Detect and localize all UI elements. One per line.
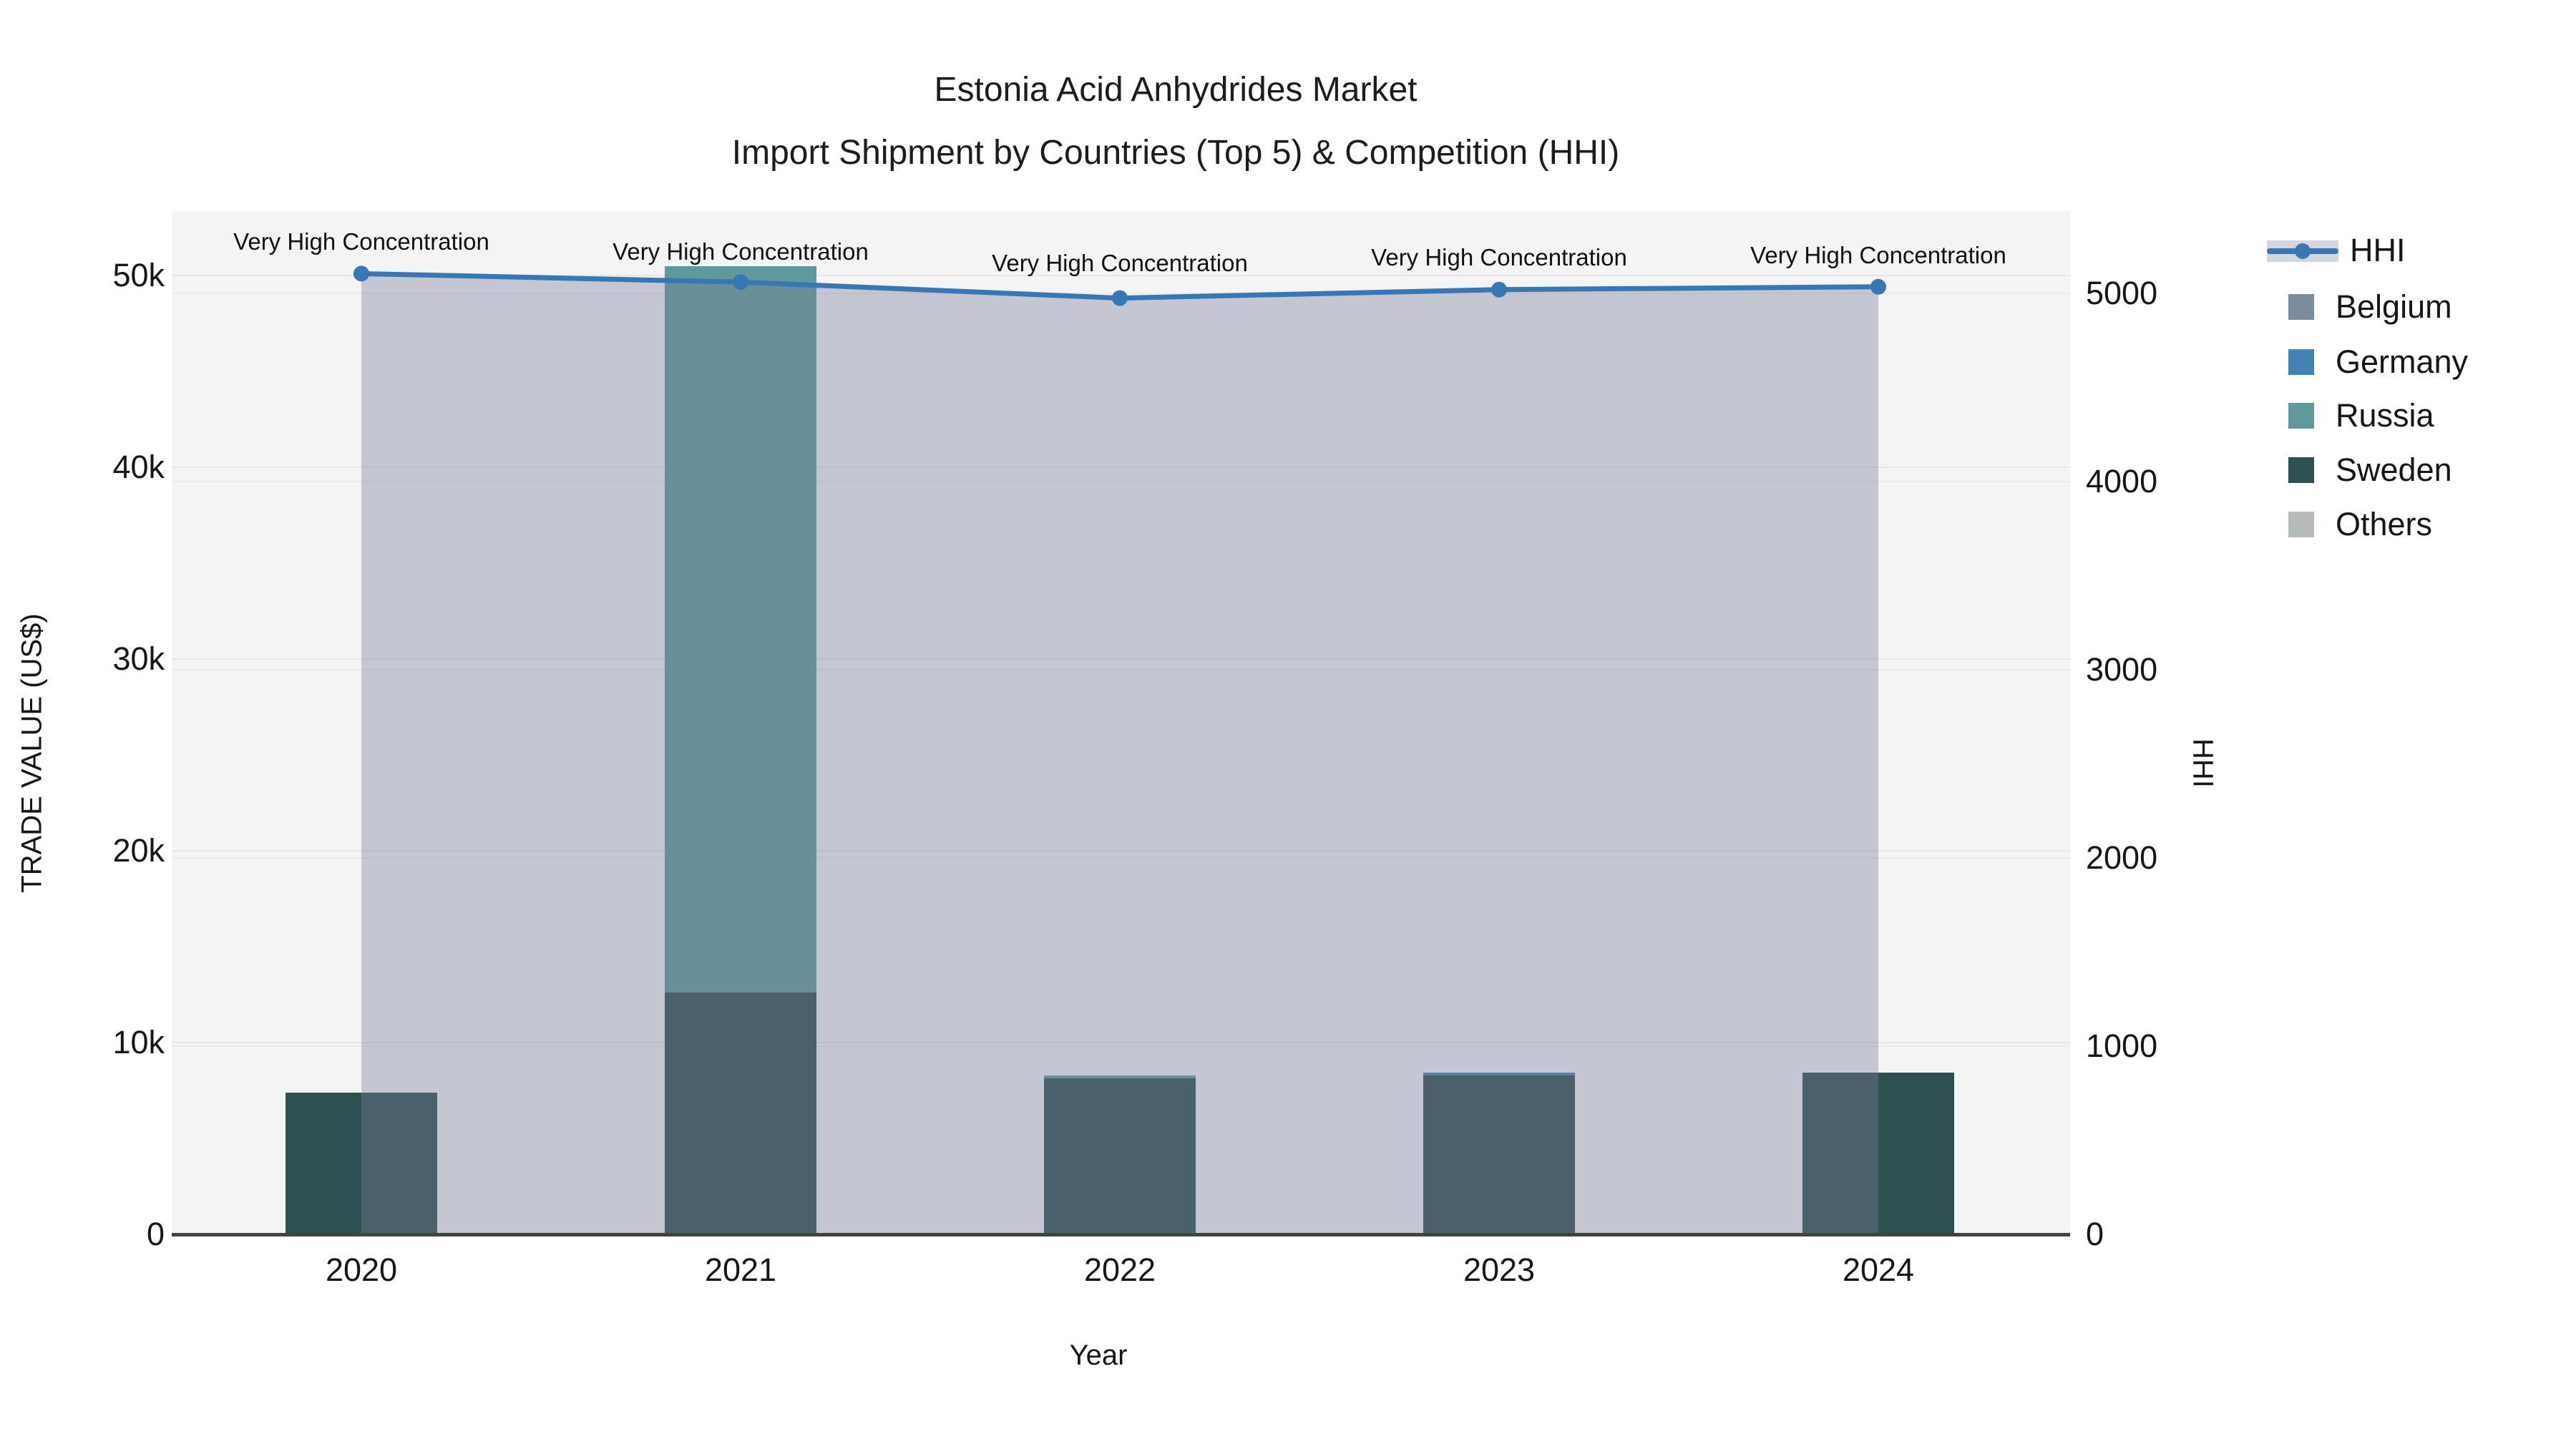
plot-area xyxy=(172,211,2070,1234)
left-axis-title: TRADE VALUE (US$) xyxy=(16,613,48,893)
gridline-right-1000 xyxy=(172,1045,2070,1047)
hhi-svg xyxy=(353,265,1886,1234)
legend-label-hhi: HHI xyxy=(2350,232,2406,268)
legend-label-russia: Russia xyxy=(2336,397,2434,434)
bar-russia-2022[interactable] xyxy=(1044,1075,1196,1079)
x-axis-line xyxy=(172,1233,2070,1236)
bar-russia-2021[interactable] xyxy=(665,265,816,993)
gridline-left-30000 xyxy=(172,658,2070,660)
gridline-left-20000 xyxy=(172,850,2070,852)
hhi-marker-2023[interactable] xyxy=(1491,281,1507,298)
russia-swatch-icon xyxy=(2288,403,2314,429)
gridline-left-50000 xyxy=(172,275,2070,276)
annotation-2022: Very High Concentration xyxy=(992,250,1248,276)
hhi-marker-2022[interactable] xyxy=(1112,290,1128,306)
legend-item-germany[interactable]: Germany xyxy=(2267,341,2468,384)
xtick-2020: 2020 xyxy=(325,1252,398,1288)
ytick-right-2000: 2000 xyxy=(2086,839,2158,876)
ytick-right-4000: 4000 xyxy=(2086,463,2158,499)
legend-item-russia[interactable]: Russia xyxy=(2267,394,2434,437)
hhi-marker-2021[interactable] xyxy=(733,274,748,291)
xtick-2023: 2023 xyxy=(1463,1252,1536,1288)
legend-item-belgium[interactable]: Belgium xyxy=(2267,286,2452,328)
hhi-marker-2020[interactable] xyxy=(353,265,369,282)
legend-item-sweden[interactable]: Sweden xyxy=(2267,449,2452,492)
gridline-right-3000 xyxy=(172,669,2070,670)
hhi-area-band xyxy=(361,273,1878,1234)
legend-label-germany: Germany xyxy=(2336,343,2469,380)
ytick-left-40k: 40k xyxy=(112,449,165,485)
germany-swatch-icon xyxy=(2288,349,2314,375)
ytick-right-0: 0 xyxy=(2086,1216,2104,1252)
ytick-right-5000: 5000 xyxy=(2086,275,2158,311)
legend-item-others[interactable]: Others xyxy=(2267,503,2432,546)
legend-label-belgium: Belgium xyxy=(2336,288,2452,325)
bar-germany-2023[interactable] xyxy=(1423,1072,1575,1076)
hhi-marker-2024[interactable] xyxy=(1870,278,1886,295)
ytick-right-3000: 3000 xyxy=(2086,651,2158,688)
x-axis-title: Year xyxy=(1069,1340,1128,1371)
xtick-2022: 2022 xyxy=(1083,1252,1156,1288)
chart-title: Estonia Acid Anhydrides Market xyxy=(934,71,1418,109)
xtick-2021: 2021 xyxy=(704,1252,777,1288)
ytick-left-20k: 20k xyxy=(112,832,165,869)
ytick-left-30k: 30k xyxy=(112,640,165,677)
bar-sweden-2024[interactable] xyxy=(1802,1073,1954,1234)
hhi-legend-marker xyxy=(2295,243,2311,259)
others-swatch-icon xyxy=(2288,512,2314,537)
ytick-left-0: 0 xyxy=(146,1216,165,1252)
gridline-right-2000 xyxy=(172,857,2070,859)
legend-label-sweden: Sweden xyxy=(2336,452,2452,488)
bar-sweden-2023[interactable] xyxy=(1423,1075,1575,1234)
annotation-2020: Very High Concentration xyxy=(233,228,489,255)
xtick-2024: 2024 xyxy=(1842,1252,1915,1288)
annotation-2023: Very High Concentration xyxy=(1371,244,1627,270)
ytick-left-50k: 50k xyxy=(112,257,165,293)
chart-subtitle: Import Shipment by Countries (Top 5) & C… xyxy=(731,134,1620,172)
legend-label-others: Others xyxy=(2336,506,2433,542)
sweden-swatch-icon xyxy=(2288,457,2314,483)
gridline-left-10000 xyxy=(172,1042,2070,1043)
legend-item-hhi[interactable]: HHI xyxy=(2267,229,2406,272)
gridline-left-40000 xyxy=(172,467,2070,468)
ytick-right-1000: 1000 xyxy=(2086,1028,2158,1064)
annotation-2024: Very High Concentration xyxy=(1750,242,2006,268)
belgium-swatch-icon xyxy=(2288,294,2314,320)
bar-sweden-2021[interactable] xyxy=(665,992,816,1234)
ytick-left-10k: 10k xyxy=(112,1024,165,1060)
bar-sweden-2020[interactable] xyxy=(286,1092,437,1234)
bar-sweden-2022[interactable] xyxy=(1044,1078,1196,1234)
annotation-2021: Very High Concentration xyxy=(613,238,869,265)
gridline-right-4000 xyxy=(172,481,2070,482)
hhi-legend-sample-icon xyxy=(2267,238,2338,263)
right-axis-title: HHI xyxy=(2187,738,2219,788)
